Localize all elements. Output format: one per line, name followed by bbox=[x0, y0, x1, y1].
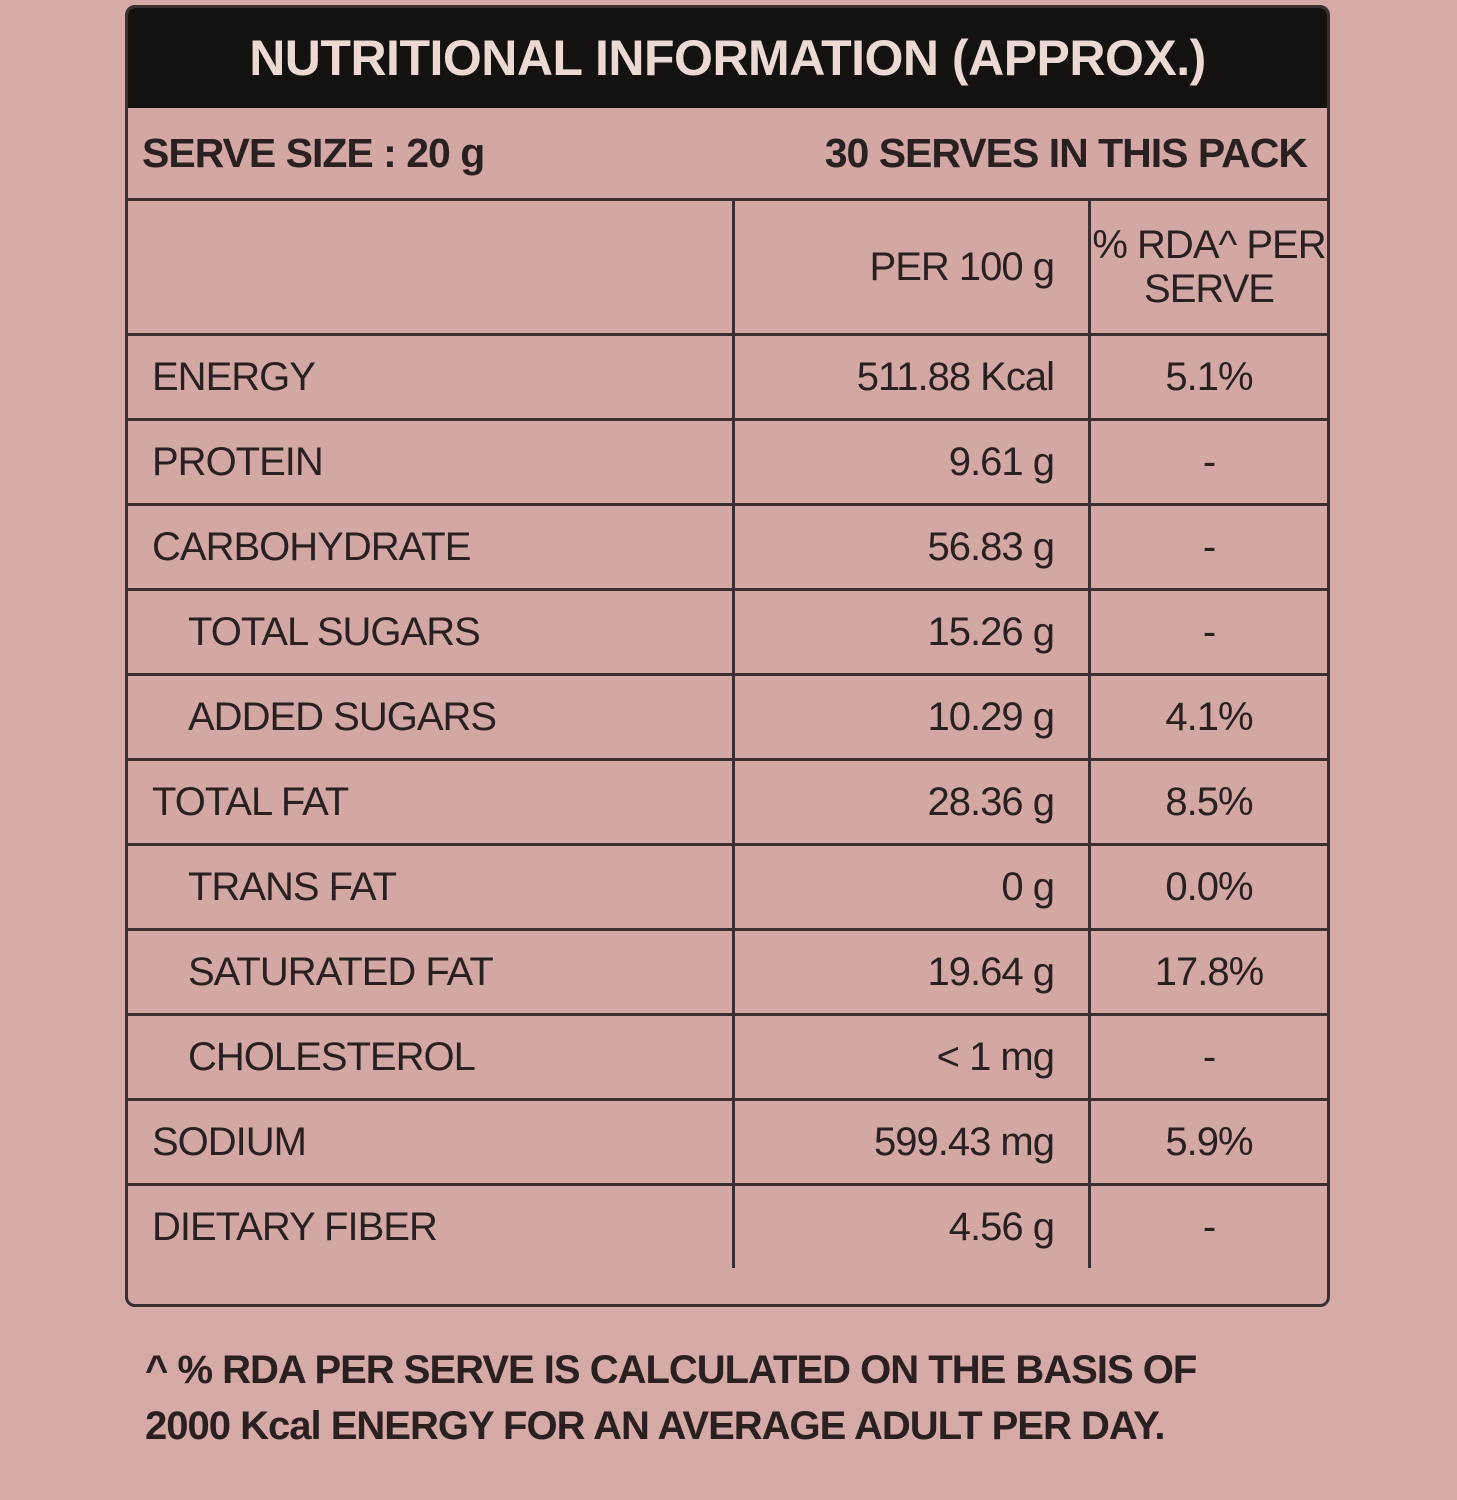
per-100g: 10.29 g bbox=[732, 673, 1091, 761]
rda: 4.1% bbox=[1088, 673, 1327, 761]
footnote-line: 2000 Kcal ENERGY FOR AN AVERAGE ADULT PE… bbox=[145, 1404, 1165, 1448]
rda: 5.9% bbox=[1088, 1098, 1327, 1186]
nutrient-row: ADDED SUGARS 10.29 g 4.1% bbox=[128, 673, 1327, 761]
nutrient-row: TRANS FAT 0 g 0.0% bbox=[128, 843, 1327, 931]
nutrient-row: SATURATED FAT 19.64 g 17.8% bbox=[128, 928, 1327, 1016]
rda: - bbox=[1088, 418, 1327, 506]
rda: - bbox=[1088, 588, 1327, 676]
nutrient-row: TOTAL SUGARS 15.26 g- bbox=[128, 588, 1327, 676]
per-100g: 599.43 mg bbox=[732, 1098, 1091, 1186]
rda: 8.5% bbox=[1088, 758, 1327, 846]
nutrient-row: ENERGY 511.88 Kcal 5.1% bbox=[128, 333, 1327, 421]
nutrient-row: CARBOHYDRATE 56.83 g- bbox=[128, 503, 1327, 591]
column-header: PER 100 g bbox=[732, 201, 1091, 336]
nutrient-name: ADDED SUGARS bbox=[128, 673, 735, 761]
rda: 0.0% bbox=[1088, 843, 1327, 931]
rda: 17.8% bbox=[1088, 928, 1327, 1016]
nutrient-row: CHOLESTEROL < 1 mg - bbox=[128, 1013, 1327, 1101]
nutrition-panel: NUTRITIONAL INFORMATION (APPROX.) SERVE … bbox=[125, 5, 1330, 1307]
title: NUTRITIONAL INFORMATION (APPROX.) bbox=[128, 8, 1327, 108]
nutrient-row: TOTAL FAT 28.36 g 8.5% bbox=[128, 758, 1327, 846]
footnote: ^ % RDA PER SERVE IS CALCULATED ON THE B… bbox=[145, 1342, 1197, 1454]
serve-size: SERVE SIZE : 20 g bbox=[142, 129, 485, 176]
footnote-line: ^ % RDA PER SERVE IS CALCULATED ON THE B… bbox=[145, 1348, 1197, 1392]
rda: - bbox=[1088, 503, 1327, 591]
nutrient-name: CARBOHYDRATE bbox=[128, 503, 735, 591]
per-100g: 15.26 g bbox=[732, 588, 1091, 676]
per-100g: 4.56 g bbox=[732, 1183, 1091, 1268]
nutrient-row: PROTEIN 9.61 g- bbox=[128, 418, 1327, 506]
rda: 5.1% bbox=[1088, 333, 1327, 421]
nutrient-row: DIETARY FIBER 4.56 g- bbox=[128, 1183, 1327, 1268]
serve-row: SERVE SIZE : 20 g 30 SERVES IN THIS PACK bbox=[128, 108, 1327, 201]
rda: - bbox=[1088, 1183, 1327, 1268]
nutrient-name: SATURATED FAT bbox=[128, 928, 735, 1016]
per-100g: 511.88 Kcal bbox=[732, 333, 1091, 421]
column-header bbox=[128, 201, 735, 336]
nutrient-name: SODIUM bbox=[128, 1098, 735, 1186]
per-100g: 19.64 g bbox=[732, 928, 1091, 1016]
nutrient-name: CHOLESTEROL bbox=[128, 1013, 735, 1101]
per-100g: 0 g bbox=[732, 843, 1091, 931]
per-100g: 56.83 g bbox=[732, 503, 1091, 591]
per-100g: < 1 mg bbox=[732, 1013, 1091, 1101]
nutrition-table: PER 100 g% RDA^ PER SERVE ENERGY 511.88 Kc… bbox=[128, 201, 1327, 1268]
nutrient-name: TRANS FAT bbox=[128, 843, 735, 931]
serves: 30 SERVES IN THIS PACK bbox=[824, 129, 1308, 176]
nutrient-name: PROTEIN bbox=[128, 418, 735, 506]
nutrient-name: ENERGY bbox=[128, 333, 735, 421]
nutrient-name: TOTAL SUGARS bbox=[128, 588, 735, 676]
per-100g: 9.61 g bbox=[732, 418, 1091, 506]
rda: - bbox=[1088, 1013, 1327, 1101]
nutrient-name: TOTAL FAT bbox=[128, 758, 735, 846]
header-row: PER 100 g% RDA^ PER SERVE bbox=[128, 201, 1327, 336]
nutrient-name: DIETARY FIBER bbox=[128, 1183, 735, 1268]
per-100g: 28.36 g bbox=[732, 758, 1091, 846]
nutrient-row: SODIUM 599.43 mg 5.9% bbox=[128, 1098, 1327, 1186]
column-header: % RDA^ PER SERVE bbox=[1088, 201, 1327, 336]
